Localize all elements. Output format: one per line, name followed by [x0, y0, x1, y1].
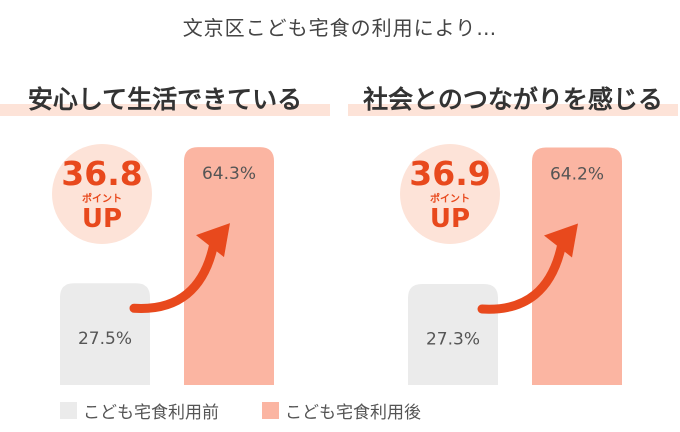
legend-label-before: こども宅食利用前 — [83, 402, 219, 423]
badge-points-label: ポイント — [430, 194, 470, 205]
title-highlight — [348, 104, 678, 116]
bar-after — [184, 147, 274, 385]
bar-chart: 27.5% 64.3% — [60, 147, 274, 385]
legend-swatch-before — [60, 401, 77, 419]
page-header: 文京区こども宅食の利用により… — [182, 16, 498, 40]
bar-chart: 27.3% 64.2% — [408, 147, 622, 385]
badge-up-label: UP — [81, 204, 123, 234]
legend-item-after: こども宅食利用後 — [262, 398, 421, 423]
badge-number: 36.9 — [409, 154, 491, 193]
bar-label-before: 27.5% — [78, 329, 132, 349]
title-highlight — [0, 104, 330, 116]
bar-after — [532, 147, 622, 385]
increase-arrow — [129, 238, 219, 313]
panel-title: 社会とのつながりを感じる — [363, 85, 663, 114]
bar-before — [408, 283, 498, 385]
increase-badge: 36.9 ポイント UP — [400, 144, 500, 244]
bar-label-after: 64.3% — [202, 164, 256, 184]
badge-number: 36.8 — [61, 154, 143, 193]
chart-panel-safe-living: 安心して生活できている 27.5% 64.3% 36.8 ポイント UP — [0, 80, 330, 390]
legend-item-before: こども宅食利用前 — [60, 398, 219, 423]
increase-arrow — [477, 238, 567, 314]
bar-before — [60, 283, 150, 385]
legend-swatch-after — [262, 401, 279, 419]
badge-up-label: UP — [429, 204, 471, 234]
panel-title-wrap: 社会とのつながりを感じる — [348, 80, 678, 120]
chart-panel-social-connection: 社会とのつながりを感じる 27.3% 64.2% 36.9 ポイント UP — [348, 80, 678, 390]
panel-title: 安心して生活できている — [27, 85, 303, 114]
bar-label-before: 27.3% — [426, 329, 480, 349]
bar-label-after: 64.2% — [550, 164, 604, 184]
arrow-head — [544, 223, 578, 258]
arrow-head — [196, 223, 230, 258]
increase-badge: 36.8 ポイント UP — [52, 144, 152, 244]
panel-title-wrap: 安心して生活できている — [0, 80, 330, 120]
badge-points-label: ポイント — [82, 194, 122, 205]
legend-label-after: こども宅食利用後 — [285, 402, 421, 423]
